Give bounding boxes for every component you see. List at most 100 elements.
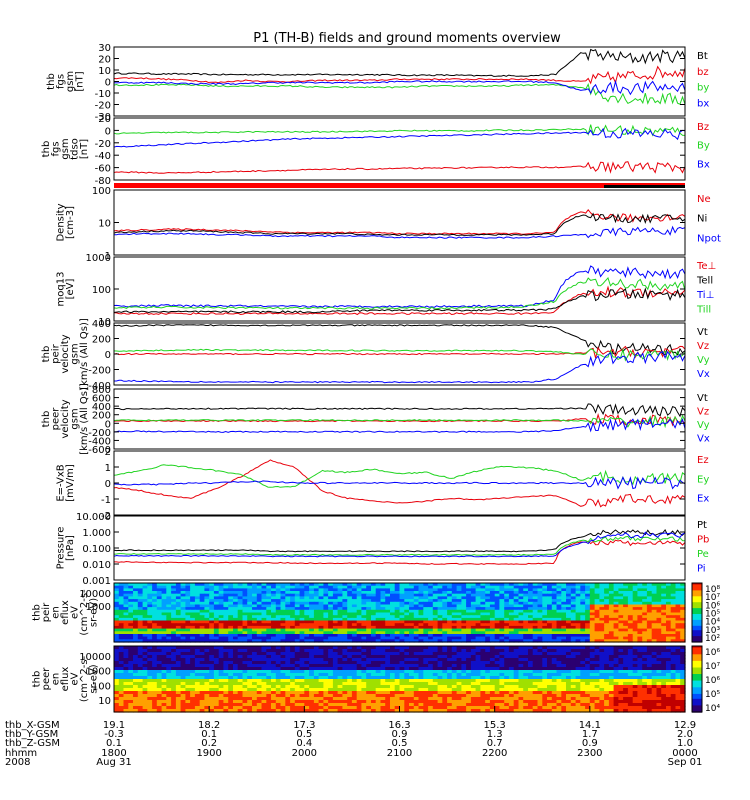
heatmap-cell bbox=[166, 664, 172, 668]
heatmap-cell bbox=[409, 585, 415, 589]
heatmap-cell bbox=[361, 649, 367, 653]
heatmap-cell bbox=[504, 585, 510, 589]
heatmap-cell bbox=[447, 646, 453, 650]
heatmap-cell bbox=[323, 646, 329, 650]
heatmap-cell bbox=[399, 615, 405, 619]
heatmap-cell bbox=[428, 652, 434, 656]
heatmap-cell bbox=[537, 583, 543, 587]
heatmap-cell bbox=[656, 664, 662, 668]
heatmap-cell bbox=[147, 691, 153, 695]
heatmap-cell bbox=[152, 664, 158, 668]
heatmap-cell bbox=[204, 697, 210, 701]
heatmap-cell bbox=[247, 604, 253, 608]
heatmap-cell bbox=[137, 604, 144, 608]
heatmap-cell bbox=[608, 631, 615, 635]
heatmap-cell bbox=[589, 667, 596, 671]
heatmap-cell bbox=[651, 601, 658, 606]
heatmap-cell bbox=[537, 617, 543, 622]
heatmap-cell bbox=[366, 593, 372, 597]
heatmap-cell bbox=[666, 625, 672, 630]
heatmap-cell bbox=[599, 583, 605, 587]
heatmap-cell bbox=[470, 628, 477, 632]
heatmap-cell bbox=[171, 670, 177, 674]
heatmap-cell bbox=[566, 604, 572, 608]
heatmap-cell bbox=[114, 607, 120, 611]
heatmap-cell bbox=[661, 601, 667, 606]
heatmap-cell bbox=[385, 620, 391, 624]
heatmap-cell bbox=[518, 636, 524, 640]
heatmap-cell bbox=[218, 649, 225, 653]
heatmap-cell bbox=[608, 601, 615, 606]
heatmap-cell bbox=[432, 673, 439, 677]
heatmap-cell bbox=[470, 612, 477, 616]
heatmap-cell bbox=[447, 634, 453, 638]
heatmap-cell bbox=[613, 670, 619, 674]
heatmap-cell bbox=[585, 658, 591, 662]
heatmap-cell bbox=[275, 593, 282, 597]
heatmap-cell bbox=[323, 620, 329, 624]
heatmap-cell bbox=[637, 596, 643, 600]
heatmap-cell bbox=[137, 623, 144, 627]
heatmap-cell bbox=[375, 604, 382, 608]
heatmap-cell bbox=[332, 604, 339, 608]
heatmap-cell bbox=[499, 661, 505, 665]
heatmap-cell bbox=[499, 634, 505, 638]
heatmap-cell bbox=[256, 688, 263, 692]
heatmap-cell bbox=[680, 612, 686, 616]
heatmap-cell bbox=[347, 658, 353, 662]
heatmap-cell bbox=[218, 694, 225, 698]
heatmap-cell bbox=[152, 601, 158, 606]
heatmap-cell bbox=[508, 636, 515, 640]
heatmap-cell bbox=[390, 670, 396, 674]
heatmap-cell bbox=[137, 697, 144, 701]
heatmap-cell bbox=[437, 625, 443, 630]
heatmap-cell bbox=[118, 588, 125, 592]
heatmap-cell bbox=[508, 588, 515, 592]
heatmap-cell bbox=[575, 609, 581, 614]
heatmap-cell bbox=[418, 615, 424, 619]
heatmap-cell bbox=[118, 628, 125, 632]
heatmap-cell bbox=[194, 649, 201, 653]
heatmap-cell bbox=[323, 583, 329, 587]
heatmap-cell bbox=[485, 688, 491, 692]
heatmap-cell bbox=[271, 631, 277, 635]
heatmap-cell bbox=[461, 664, 467, 668]
heatmap-cell bbox=[613, 591, 619, 595]
heatmap-cell bbox=[489, 593, 496, 597]
heatmap-cell bbox=[442, 615, 448, 619]
heatmap-cell bbox=[394, 639, 401, 643]
heatmap-cell bbox=[423, 599, 429, 603]
heatmap-cell bbox=[566, 646, 572, 650]
heatmap-cell bbox=[547, 588, 553, 592]
heatmap-cell bbox=[494, 649, 501, 653]
heatmap-cell bbox=[566, 639, 572, 643]
heatmap-cell bbox=[118, 658, 125, 662]
heatmap-cell bbox=[404, 639, 410, 643]
heatmap-cell bbox=[399, 583, 405, 587]
heatmap-cell bbox=[304, 655, 310, 659]
heatmap-cell bbox=[256, 631, 263, 635]
heatmap-cell bbox=[418, 670, 424, 674]
heatmap-cell bbox=[608, 615, 615, 619]
heatmap-cell bbox=[209, 625, 215, 630]
heatmap-cell bbox=[228, 688, 234, 692]
heatmap-cell bbox=[494, 646, 501, 650]
heatmap-cell bbox=[651, 604, 658, 608]
heatmap-cell bbox=[137, 682, 144, 686]
heatmap-cell bbox=[328, 688, 334, 692]
heatmap-cell bbox=[156, 609, 163, 614]
heatmap-cell bbox=[623, 658, 629, 662]
heatmap-cell bbox=[532, 585, 539, 589]
y-tick-label: -200 bbox=[88, 366, 111, 377]
heatmap-cell bbox=[680, 670, 686, 674]
heatmap-cell bbox=[247, 593, 253, 597]
heatmap-cell bbox=[128, 601, 134, 606]
heatmap-cell bbox=[218, 661, 225, 665]
heatmap-cell bbox=[537, 596, 543, 600]
heatmap-cell bbox=[323, 601, 329, 606]
heatmap-cell bbox=[228, 661, 234, 665]
heatmap-cell bbox=[518, 634, 524, 638]
heatmap-cell bbox=[456, 646, 462, 650]
heatmap-cell bbox=[466, 682, 472, 686]
heatmap-cell bbox=[632, 628, 639, 632]
